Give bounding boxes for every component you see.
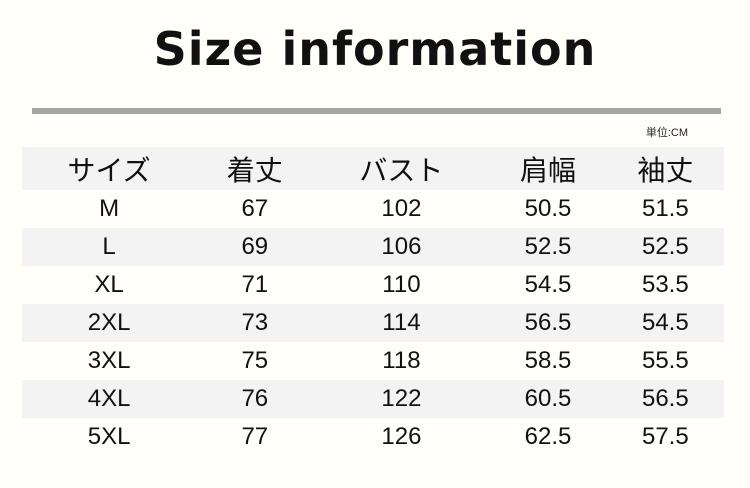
table-cell: 71 [241, 271, 269, 298]
table-row: L 69 106 52.5 52.5 [22, 228, 724, 266]
table-cell: L [22, 228, 197, 266]
unit-label: 単位:CM [645, 127, 688, 139]
table-cell: 54.5 [524, 271, 572, 298]
table-cell: 102 [381, 195, 422, 222]
table-cell: 56.5 [489, 304, 607, 342]
table-cell: 75 [241, 347, 269, 374]
table-cell: 69 [196, 228, 314, 266]
header-cell: 肩幅 [489, 147, 607, 190]
table-cell: 2XL [22, 304, 197, 342]
table-cell: 67 [241, 195, 269, 222]
table-cell: 3XL [87, 347, 131, 374]
table-cell: 62.5 [524, 423, 572, 450]
table-cell: XL [94, 271, 124, 298]
header-cell: 袖丈 [606, 147, 724, 190]
table-cell: 54.5 [606, 304, 724, 342]
table-cell: 58.5 [524, 347, 572, 374]
table-cell: 114 [313, 304, 490, 342]
table-row: 5XL 77 126 62.5 57.5 [22, 418, 724, 456]
table-cell: 76 [196, 380, 314, 418]
table-row: 4XL 76 122 60.5 56.5 [22, 380, 724, 418]
table-cell: 50.5 [524, 195, 572, 222]
table-cell: 118 [382, 347, 421, 374]
table-cell: 56.5 [606, 380, 724, 418]
table-cell: 51.5 [641, 195, 689, 222]
table-cell: 122 [313, 380, 490, 418]
table-cell: M [99, 195, 120, 222]
table-cell: 106 [313, 228, 490, 266]
table-row: XL 71 110 54.5 53.5 [22, 266, 724, 304]
table-row: M 67 102 50.5 51.5 [22, 190, 724, 228]
size-table: サイズ 着丈 バスト 肩幅 袖丈 M 67 102 50.5 51.5 L 69 106 52.… [22, 147, 724, 456]
header-row: サイズ 着丈 バスト 肩幅 袖丈 [22, 147, 724, 190]
table-cell: 73 [196, 304, 314, 342]
table-cell: 52.5 [606, 228, 724, 266]
table-cell: 57.5 [641, 423, 689, 450]
divider [32, 108, 721, 114]
header-cell: バスト [313, 147, 490, 190]
table-row: 2XL 73 114 56.5 54.5 [22, 304, 724, 342]
table-row: 3XL 75 118 58.5 55.5 [22, 342, 724, 380]
table-cell: 5XL [87, 423, 131, 450]
table-cell: 110 [382, 271, 421, 298]
header-cell: サイズ [22, 147, 197, 190]
table-cell: 55.5 [641, 347, 689, 374]
table-cell: 77 [241, 423, 269, 450]
table-cell: 126 [381, 423, 422, 450]
header-cell: 着丈 [196, 147, 314, 190]
page-title: Size information [153, 22, 597, 76]
table-cell: 60.5 [489, 380, 607, 418]
table-cell: 52.5 [489, 228, 607, 266]
table-cell: 4XL [22, 380, 197, 418]
table-cell: 53.5 [641, 271, 689, 298]
